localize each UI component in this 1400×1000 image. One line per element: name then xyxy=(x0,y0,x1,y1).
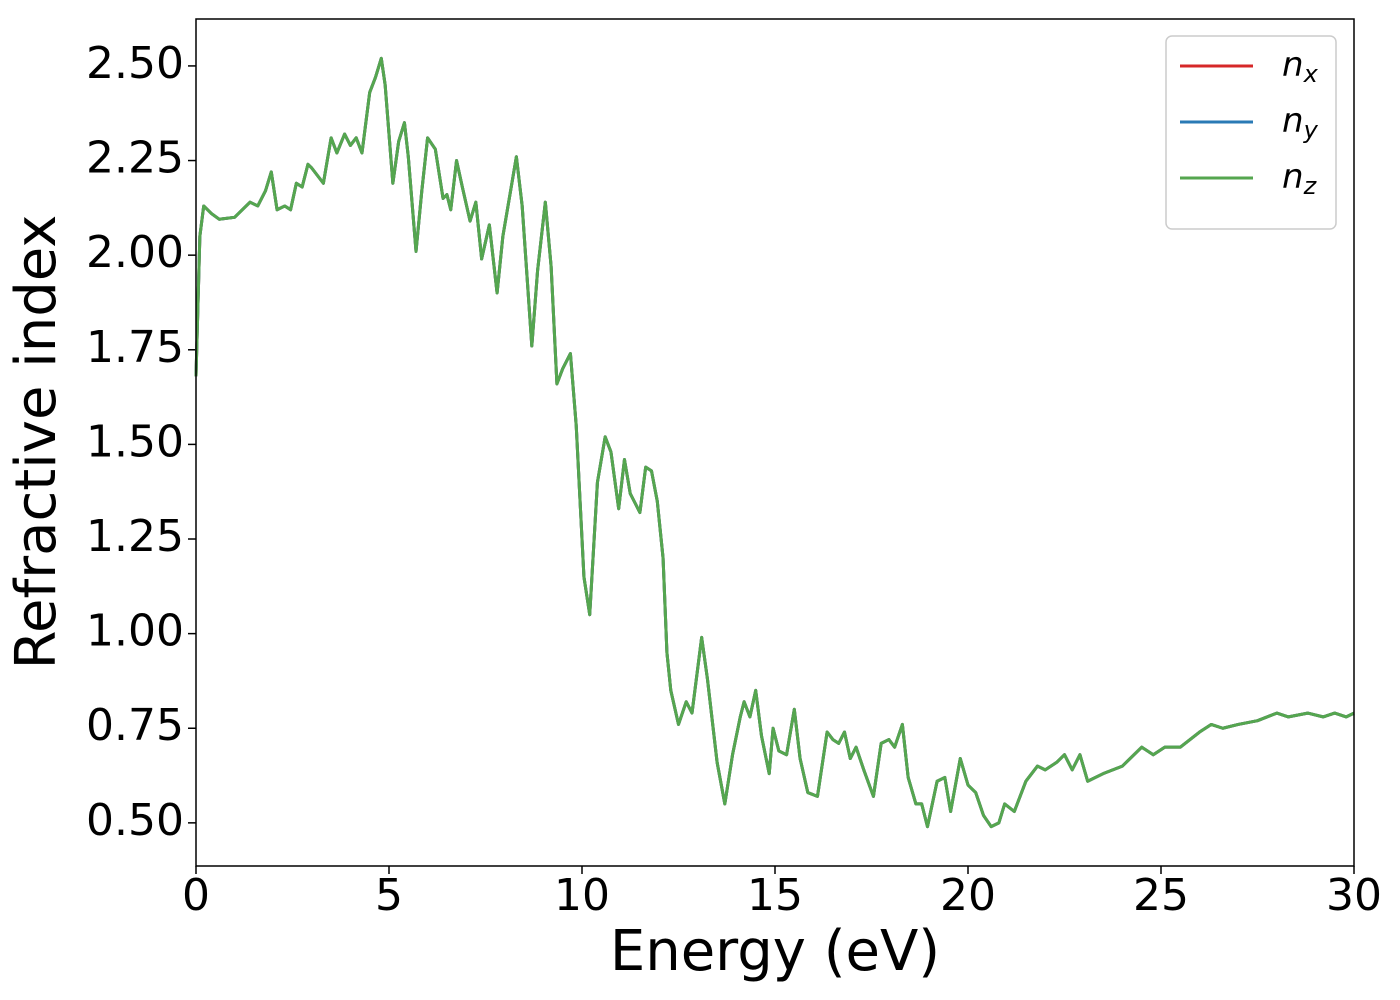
legend-label: nz xyxy=(1282,157,1318,201)
x-tick-label: 0 xyxy=(182,870,210,921)
x-tick-label: 10 xyxy=(554,870,610,921)
y-tick-label: 2.00 xyxy=(86,227,184,278)
y-tick-label: 2.50 xyxy=(86,38,184,89)
y-tick-label: 0.50 xyxy=(86,795,184,846)
legend-box xyxy=(1165,35,1337,230)
x-tick-label: 20 xyxy=(940,870,996,921)
x-tick-label: 5 xyxy=(375,870,403,921)
y-axis-label: Refractive index xyxy=(4,215,69,670)
x-axis-label: Energy (eV) xyxy=(610,919,940,984)
legend-label: ny xyxy=(1282,101,1319,145)
y-tick-label: 1.75 xyxy=(86,322,184,373)
y-tick-label: 0.75 xyxy=(86,700,184,751)
series-line xyxy=(194,56,1355,829)
x-tick-label: 30 xyxy=(1326,870,1382,921)
y-tick-label: 2.25 xyxy=(86,133,184,184)
legend-label: nx xyxy=(1282,45,1319,89)
x-tick-label: 15 xyxy=(747,870,803,921)
y-tick-label: 1.00 xyxy=(86,606,184,657)
legend: nx ny nz xyxy=(1165,35,1337,230)
y-tick-label: 1.25 xyxy=(86,511,184,562)
y-tick-label: 1.50 xyxy=(86,416,184,467)
x-tick-label: 25 xyxy=(1133,870,1189,921)
plot-frame xyxy=(195,18,1355,867)
